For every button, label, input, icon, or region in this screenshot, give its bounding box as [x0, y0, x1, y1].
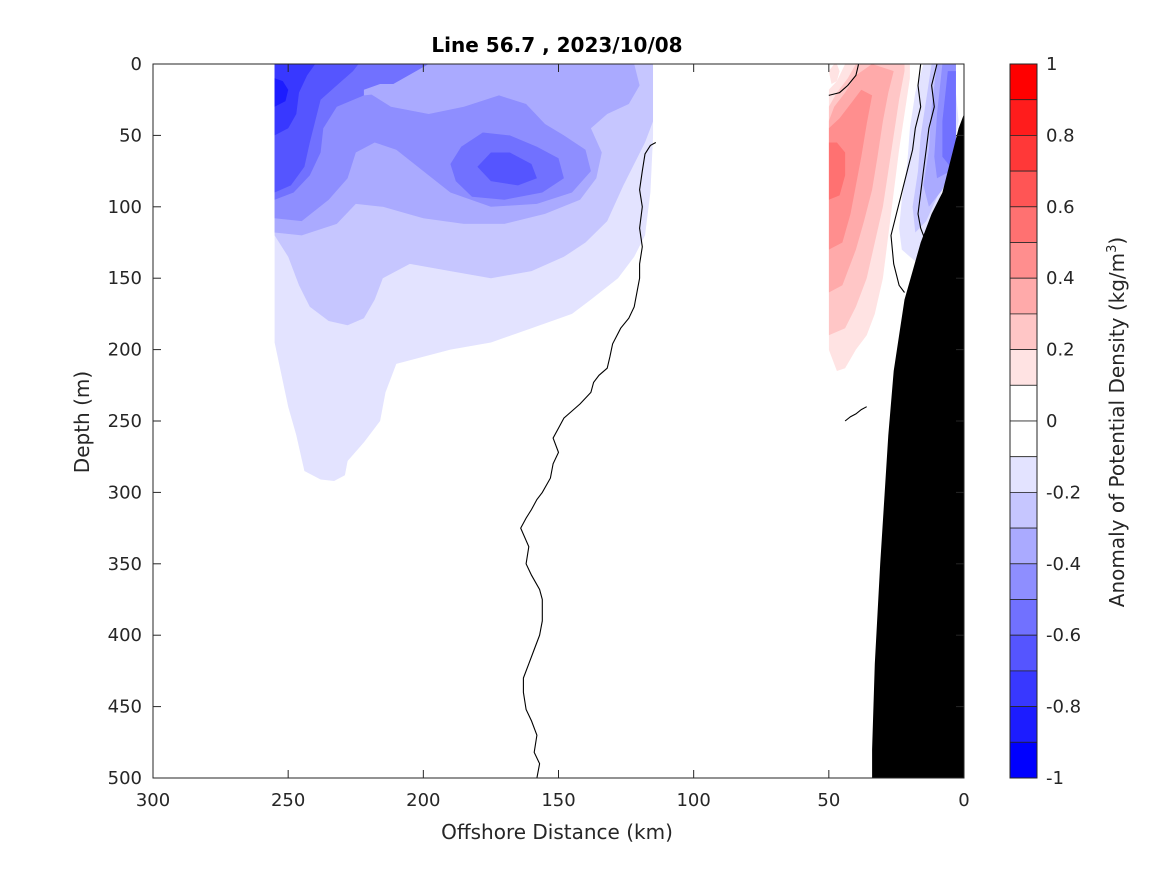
- colorbar-bin: [1009, 277, 1038, 315]
- y-tick-label: 400: [108, 625, 142, 646]
- x-axis-label: Offshore Distance (km): [441, 820, 673, 844]
- y-tick-label: 50: [119, 125, 142, 146]
- no-data-layer: [653, 64, 829, 778]
- x-tick-label: 50: [817, 790, 840, 811]
- colorbar-tick-label: 0.8: [1046, 125, 1075, 146]
- x-tick-label: 100: [676, 790, 710, 811]
- colorbar-bin: [1009, 134, 1038, 172]
- colorbar-bin: [1009, 170, 1038, 208]
- y-tick-label: 0: [131, 54, 142, 75]
- axes-layer: 300 250 200 150 100 50 00501001502002503003504…: [108, 54, 970, 811]
- x-tick-label: 300: [136, 790, 170, 811]
- zero-contour-deep-fragment: [844, 406, 867, 422]
- y-tick-label: 500: [108, 768, 142, 789]
- colorbar-tick-label: 1: [1046, 54, 1057, 75]
- colorbar-tick-label: 0.6: [1046, 197, 1075, 218]
- zero-contour-nearshore: [917, 64, 938, 257]
- colorbar-bin: [1009, 741, 1038, 779]
- contour-region-offshore-negative-level8: [274, 78, 289, 107]
- colorbar-bin: [1009, 420, 1038, 458]
- contour-region-offshore-negative-level6-core: [477, 152, 537, 186]
- colorbar-label: Anomaly of Potential Density (kg/m3): [1105, 237, 1129, 607]
- y-tick-label: 100: [108, 197, 142, 218]
- colorbar-bin: [1009, 384, 1038, 422]
- x-tick-label: 250: [271, 790, 305, 811]
- zero-contour-coastal-inner: [890, 64, 922, 293]
- contour-region-nearshore-negative-level5: [942, 71, 956, 167]
- colorbar-bin: [1009, 563, 1038, 600]
- colorbar-label-close: ): [1105, 237, 1129, 245]
- bathymetry-layer: [872, 114, 964, 778]
- colorbar-bin: [1009, 63, 1038, 101]
- colorbar: 1 0.8 0.6 0.4 0.2 0 -0.2 -0.4 -0.6 -0.8 -1: [1009, 54, 1081, 789]
- y-tick-label: 350: [108, 554, 142, 575]
- zero-contour-coastal-outer: [828, 64, 860, 96]
- colorbar-bin: [1009, 634, 1038, 672]
- colorbar-label-main: Anomaly of Potential Density (kg/m: [1105, 253, 1129, 607]
- zero-contour-layer: [520, 64, 938, 778]
- bathymetry-seafloor: [872, 114, 964, 778]
- colorbar-bin: [1009, 599, 1038, 636]
- colorbar-tick-label: 0: [1046, 411, 1057, 432]
- colorbar-tick-label: -0.8: [1046, 697, 1081, 718]
- chart-title: Line 56.7 , 2023/10/08: [431, 33, 682, 57]
- colorbar-bin: [1009, 527, 1038, 565]
- colorbar-bin: [1009, 491, 1038, 529]
- contour-region-offshore-lighter-patch: [363, 84, 410, 96]
- colorbar-bin: [1009, 706, 1038, 743]
- colorbar-tick-label: -0.4: [1046, 554, 1081, 575]
- colorbar-tick-label: -0.6: [1046, 625, 1081, 646]
- x-tick-label: 150: [541, 790, 575, 811]
- y-tick-label: 250: [108, 411, 142, 432]
- contour-region-coastal-positive-level4: [828, 89, 873, 250]
- x-tick-label: 200: [406, 790, 440, 811]
- zero-contour-offshore: [520, 142, 657, 778]
- contour-region-coastal-positive-level5: [828, 142, 846, 200]
- no-data-data-gap: [653, 64, 829, 778]
- colorbar-bin: [1009, 99, 1038, 136]
- colorbar-bin: [1009, 456, 1038, 493]
- colorbar-bin: [1009, 349, 1038, 386]
- y-tick-label: 300: [108, 482, 142, 503]
- y-tick-label: 150: [108, 268, 142, 289]
- x-tick-label: 0: [958, 790, 969, 811]
- colorbar-bin: [1009, 670, 1038, 708]
- contour-fill-layer: [274, 64, 959, 481]
- y-axis-label: Depth (m): [70, 371, 94, 473]
- colorbar-bin: [1009, 313, 1038, 350]
- colorbar-bin: [1009, 242, 1038, 279]
- y-tick-label: 450: [108, 697, 142, 718]
- contour-region-offshore-positive-sliver: [828, 64, 840, 84]
- colorbar-tick-label: -1: [1046, 768, 1064, 789]
- y-tick-label: 200: [108, 340, 142, 361]
- colorbar-tick-label: 0.2: [1046, 340, 1075, 361]
- contour-region-offshore-negative-level7: [274, 64, 316, 136]
- colorbar-label-exponent: 3: [1105, 245, 1120, 253]
- colorbar-tick-label: -0.2: [1046, 482, 1081, 503]
- colorbar-frame: [1009, 63, 1038, 779]
- colorbar-bin: [1009, 206, 1038, 243]
- colorbar-tick-label: 0.4: [1046, 268, 1075, 289]
